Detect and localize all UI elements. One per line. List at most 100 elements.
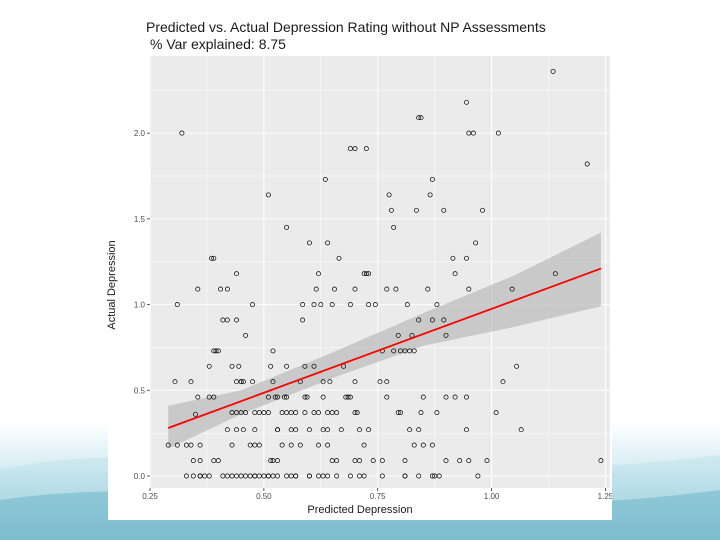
data-point bbox=[316, 442, 321, 448]
data-point bbox=[256, 442, 262, 448]
data-point bbox=[238, 379, 244, 385]
data-point bbox=[325, 410, 331, 416]
data-point bbox=[243, 410, 249, 416]
data-point bbox=[302, 363, 308, 369]
data-point bbox=[197, 473, 203, 479]
data-point bbox=[325, 442, 331, 448]
data-point bbox=[172, 379, 178, 385]
data-point bbox=[379, 458, 385, 464]
data-point bbox=[250, 302, 255, 308]
data-point bbox=[402, 348, 408, 354]
data-point bbox=[325, 240, 331, 246]
data-point bbox=[229, 442, 235, 448]
regression-line bbox=[167, 267, 602, 429]
data-point bbox=[352, 146, 358, 152]
data-point bbox=[188, 442, 194, 448]
data-point bbox=[256, 410, 262, 416]
data-point bbox=[293, 410, 299, 416]
data-point bbox=[206, 394, 212, 400]
data-point bbox=[391, 348, 397, 354]
x-tick-label: 0.75 bbox=[370, 492, 386, 501]
data-point bbox=[550, 68, 556, 74]
data-point bbox=[306, 427, 312, 433]
data-point bbox=[457, 458, 463, 464]
data-point bbox=[211, 255, 217, 261]
data-point bbox=[343, 394, 349, 400]
x-tick-label: 0.50 bbox=[256, 492, 272, 501]
data-point bbox=[275, 394, 280, 400]
data-point bbox=[452, 394, 458, 400]
data-point bbox=[416, 317, 422, 323]
y-tick-label: 0.5 bbox=[134, 386, 146, 395]
data-point bbox=[443, 394, 449, 400]
data-point bbox=[347, 302, 353, 308]
data-point bbox=[475, 473, 481, 479]
data-point bbox=[393, 286, 399, 292]
data-point bbox=[300, 317, 306, 323]
data-point bbox=[322, 176, 328, 182]
data-point bbox=[407, 348, 413, 354]
data-point bbox=[327, 379, 333, 385]
data-point bbox=[480, 207, 485, 213]
data-point bbox=[395, 332, 401, 338]
data-point bbox=[165, 442, 171, 448]
data-point bbox=[270, 379, 276, 385]
data-point bbox=[229, 363, 235, 369]
data-point bbox=[332, 286, 337, 292]
chart-subtitle: % Var explained: 8.75 bbox=[150, 36, 286, 52]
data-point bbox=[402, 458, 408, 464]
x-tick-label: 1.00 bbox=[484, 492, 500, 501]
data-point bbox=[224, 286, 230, 292]
data-point bbox=[354, 410, 360, 416]
data-point bbox=[325, 427, 331, 433]
data-point bbox=[206, 363, 212, 369]
data-point bbox=[352, 286, 358, 292]
data-point bbox=[297, 442, 303, 448]
data-point bbox=[275, 458, 280, 464]
data-point bbox=[288, 442, 294, 448]
data-point bbox=[265, 473, 271, 479]
data-point bbox=[268, 458, 274, 464]
data-point bbox=[265, 192, 271, 198]
data-point bbox=[377, 379, 383, 385]
confidence-band bbox=[168, 232, 601, 449]
data-point bbox=[304, 394, 310, 400]
data-point bbox=[279, 410, 285, 416]
data-point bbox=[265, 394, 271, 400]
data-point bbox=[441, 207, 447, 213]
data-point bbox=[195, 394, 201, 400]
data-point bbox=[316, 271, 321, 277]
data-point bbox=[234, 410, 239, 416]
data-point bbox=[345, 394, 351, 400]
data-point bbox=[284, 363, 290, 369]
data-point bbox=[464, 394, 469, 400]
data-point bbox=[197, 458, 203, 464]
data-point bbox=[495, 130, 501, 136]
data-point bbox=[427, 192, 433, 198]
data-point bbox=[357, 458, 362, 464]
data-point bbox=[466, 130, 472, 136]
data-point bbox=[183, 473, 189, 479]
data-point bbox=[195, 286, 201, 292]
data-point bbox=[598, 458, 604, 464]
data-point bbox=[174, 442, 180, 448]
data-point bbox=[366, 302, 372, 308]
data-point bbox=[407, 427, 413, 433]
data-point bbox=[509, 286, 515, 292]
data-point bbox=[320, 379, 326, 385]
data-point bbox=[450, 255, 456, 261]
data-point bbox=[179, 130, 185, 136]
data-point bbox=[338, 427, 344, 433]
data-point bbox=[452, 271, 458, 277]
data-point bbox=[366, 271, 372, 277]
data-point bbox=[250, 379, 255, 385]
data-point bbox=[293, 427, 299, 433]
data-point bbox=[466, 286, 472, 292]
data-point bbox=[436, 473, 442, 479]
data-point bbox=[183, 442, 189, 448]
data-point bbox=[224, 317, 230, 323]
data-point bbox=[316, 473, 321, 479]
data-point bbox=[247, 473, 253, 479]
data-point bbox=[464, 255, 469, 261]
data-point bbox=[174, 302, 180, 308]
